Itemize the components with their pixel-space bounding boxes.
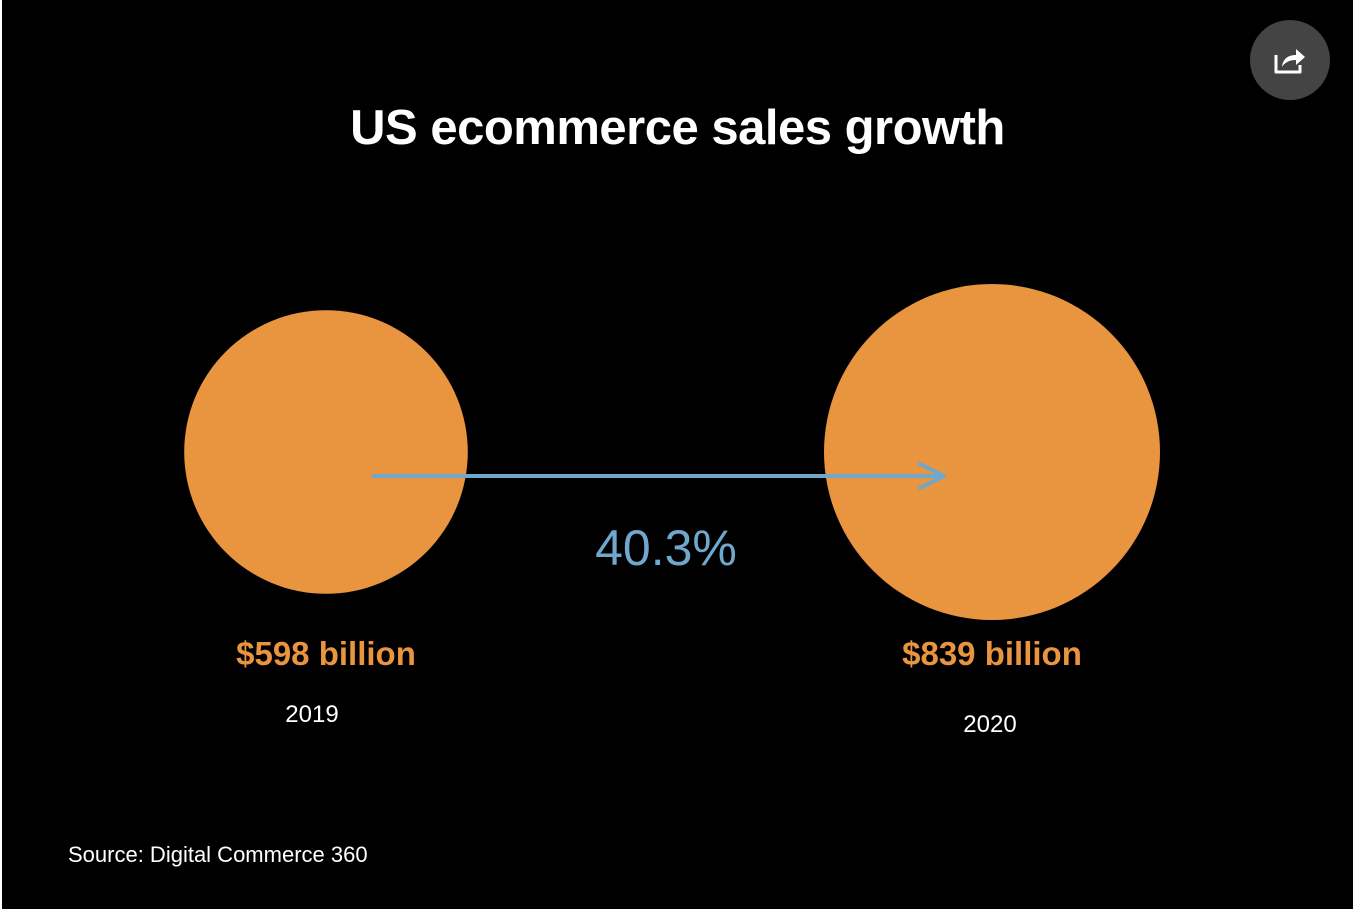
value-label-2019: $598 billion: [236, 635, 416, 672]
chart-title: US ecommerce sales growth: [350, 101, 1005, 155]
year-label-2019: 2019: [285, 701, 338, 728]
value-label-2020: $839 billion: [902, 635, 1082, 672]
bubble-2020: [824, 284, 1160, 620]
share-button[interactable]: [1250, 20, 1330, 100]
growth-label: 40.3%: [595, 520, 737, 576]
year-label-2020: 2020: [963, 711, 1016, 738]
bubble-2019: [184, 310, 468, 594]
share-icon: [1274, 49, 1305, 74]
source-note: Source: Digital Commerce 360: [68, 842, 368, 867]
